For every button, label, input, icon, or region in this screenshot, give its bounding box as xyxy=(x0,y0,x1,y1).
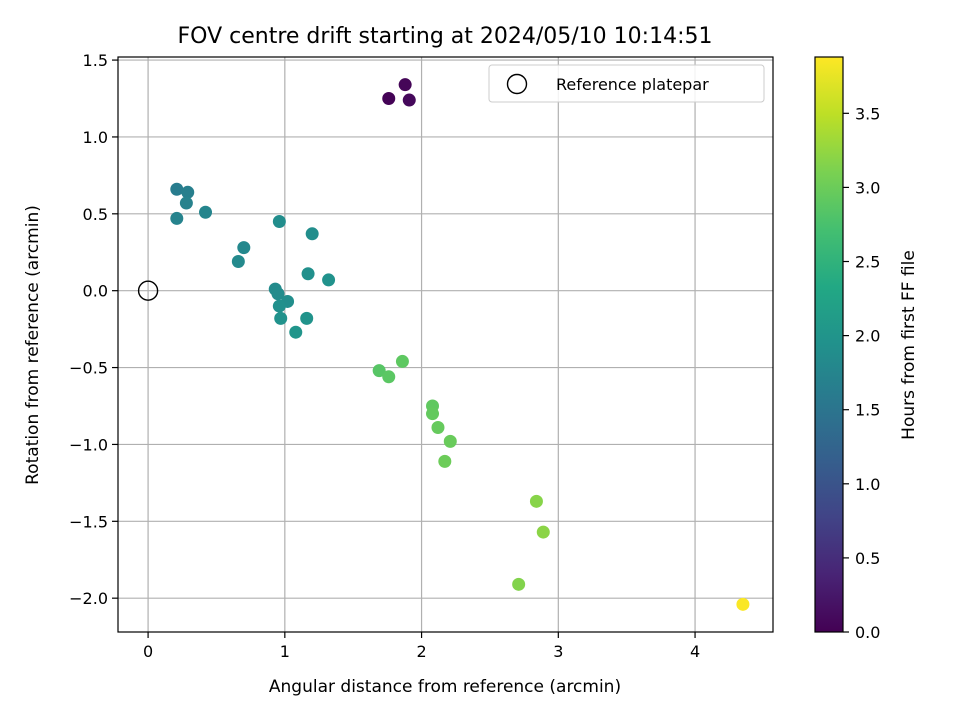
data-point xyxy=(382,370,396,384)
data-point xyxy=(402,93,416,107)
colorbar-tick-label: 0.5 xyxy=(855,549,880,568)
reference-layer xyxy=(137,280,159,301)
y-tick-label: −1.0 xyxy=(69,435,108,454)
data-point xyxy=(736,597,750,611)
x-axis-ticks: 0 1 2 3 4 xyxy=(143,632,700,661)
data-point xyxy=(170,211,184,225)
data-point xyxy=(272,299,286,313)
colorbar-tick-label: 2.5 xyxy=(855,253,880,272)
data-point xyxy=(322,273,336,287)
data-point xyxy=(398,78,412,92)
colorbar-ticks: 0.0 0.5 1.0 1.5 2.0 2.5 3.0 3.5 xyxy=(843,104,880,642)
y-tick-label: −0.5 xyxy=(69,359,108,378)
colorbar-label: Hours from first FF file xyxy=(899,250,919,440)
colorbar-tick-label: 3.5 xyxy=(855,104,880,123)
data-point xyxy=(274,311,288,325)
data-point xyxy=(382,92,396,106)
data-point xyxy=(301,267,315,281)
data-point xyxy=(170,182,184,196)
legend-marker-reference xyxy=(506,73,528,95)
data-point xyxy=(395,354,409,368)
y-tick-label: 1.0 xyxy=(83,128,108,147)
colorbar-gradient xyxy=(814,56,844,633)
data-point xyxy=(372,364,386,378)
legend-box xyxy=(488,64,765,103)
data-points xyxy=(170,78,750,611)
x-tick-label: 0 xyxy=(143,642,153,661)
data-point xyxy=(272,215,286,229)
data-point xyxy=(179,196,193,210)
data-point xyxy=(512,577,526,591)
colorbar-tick-label: 2.0 xyxy=(855,327,880,346)
data-point xyxy=(305,227,319,241)
y-tick-label: 0.0 xyxy=(83,282,108,301)
data-point xyxy=(536,525,550,539)
y-tick-label: 1.5 xyxy=(83,51,108,70)
y-axis-ticks: −2.0 −1.5 −1.0 −0.5 0.0 0.5 1.0 1.5 xyxy=(69,51,118,608)
data-point xyxy=(529,494,543,508)
reference-platepar-marker xyxy=(137,280,159,301)
x-tick-label: 3 xyxy=(553,642,563,661)
legend-entry-reference: Reference platepar xyxy=(556,75,709,94)
x-axis-label: Angular distance from reference (arcmin) xyxy=(269,677,621,697)
x-tick-label: 1 xyxy=(280,642,290,661)
data-point xyxy=(443,434,457,448)
data-point xyxy=(289,325,303,339)
grid xyxy=(118,57,773,632)
colorbar: 0.0 0.5 1.0 1.5 2.0 2.5 3.0 3.5 Hours from firs… xyxy=(814,56,919,642)
chart-title: FOV centre drift starting at 2024/05/10 … xyxy=(178,24,713,49)
data-point xyxy=(237,241,251,255)
data-point xyxy=(300,311,314,325)
y-tick-label: 0.5 xyxy=(83,205,108,224)
colorbar-tick-label: 1.5 xyxy=(855,401,880,420)
colorbar-tick-label: 1.0 xyxy=(855,475,880,494)
data-point xyxy=(426,407,440,421)
data-point xyxy=(431,421,445,435)
data-point xyxy=(271,287,285,301)
data-point xyxy=(231,254,245,268)
data-point xyxy=(181,185,195,199)
legend: Reference platepar xyxy=(488,64,765,103)
plot-frame xyxy=(117,56,774,633)
x-tick-label: 4 xyxy=(690,642,700,661)
y-axis-label: Rotation from reference (arcmin) xyxy=(23,205,43,485)
colorbar-tick-label: 0.0 xyxy=(855,623,880,642)
data-point xyxy=(438,454,452,468)
data-point xyxy=(199,205,213,219)
y-tick-label: −1.5 xyxy=(69,512,108,531)
colorbar-tick-label: 3.0 xyxy=(855,178,880,197)
y-tick-label: −2.0 xyxy=(69,589,108,608)
x-tick-label: 2 xyxy=(416,642,426,661)
